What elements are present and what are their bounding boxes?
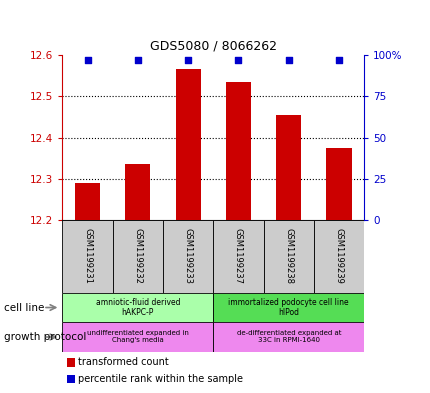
Text: GSM1199232: GSM1199232 xyxy=(133,228,142,285)
Text: amniotic-fluid derived
hAKPC-P: amniotic-fluid derived hAKPC-P xyxy=(95,298,180,317)
Text: undifferentiated expanded in
Chang's media: undifferentiated expanded in Chang's med… xyxy=(87,331,188,343)
Text: cell line: cell line xyxy=(4,303,45,312)
Bar xyxy=(263,220,313,293)
Bar xyxy=(163,220,213,293)
Text: percentile rank within the sample: percentile rank within the sample xyxy=(77,374,242,384)
Text: GSM1199237: GSM1199237 xyxy=(233,228,243,285)
Bar xyxy=(213,220,263,293)
Point xyxy=(285,57,292,63)
Bar xyxy=(62,220,113,293)
Bar xyxy=(113,220,163,293)
Bar xyxy=(213,293,363,322)
Point xyxy=(184,57,191,63)
Text: GSM1199233: GSM1199233 xyxy=(183,228,192,285)
Bar xyxy=(75,183,100,220)
Text: GSM1199239: GSM1199239 xyxy=(334,228,343,285)
Text: transformed count: transformed count xyxy=(77,357,168,367)
Point xyxy=(234,57,241,63)
Bar xyxy=(225,82,250,220)
Title: GDS5080 / 8066262: GDS5080 / 8066262 xyxy=(150,39,276,52)
Text: growth protocol: growth protocol xyxy=(4,332,86,342)
Point xyxy=(134,57,141,63)
Text: GSM1199231: GSM1199231 xyxy=(83,228,92,285)
Bar xyxy=(326,148,351,220)
Bar xyxy=(62,322,213,352)
Bar xyxy=(276,115,301,220)
Text: GSM1199238: GSM1199238 xyxy=(284,228,292,285)
Bar xyxy=(125,164,150,220)
Text: immortalized podocyte cell line
hIPod: immortalized podocyte cell line hIPod xyxy=(228,298,348,317)
Bar xyxy=(175,70,200,220)
Text: de-differentiated expanded at
33C in RPMI-1640: de-differentiated expanded at 33C in RPM… xyxy=(236,331,340,343)
Point xyxy=(335,57,342,63)
Bar xyxy=(313,220,363,293)
Bar xyxy=(213,322,363,352)
Point xyxy=(84,57,91,63)
Bar xyxy=(62,293,213,322)
